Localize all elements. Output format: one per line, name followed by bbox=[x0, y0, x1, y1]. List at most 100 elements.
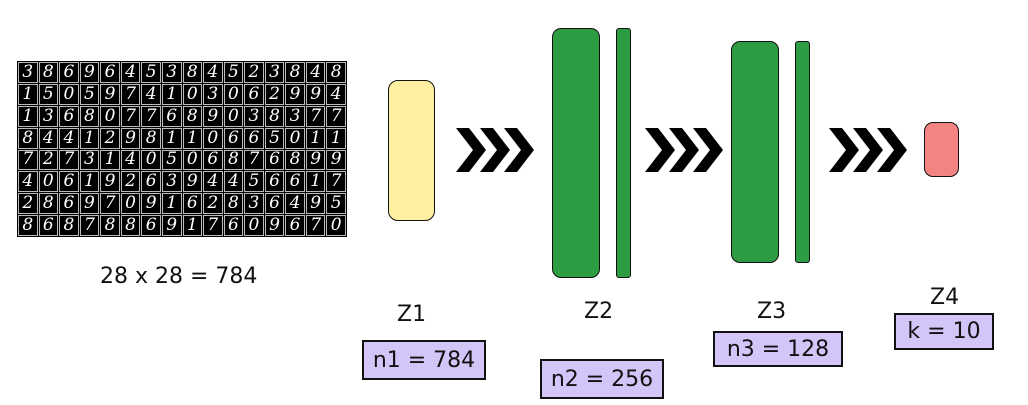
digit-cell: 9 bbox=[100, 171, 120, 193]
digit-cell: 3 bbox=[18, 62, 38, 83]
digit-cell: 2 bbox=[203, 193, 223, 215]
digit-cell: 7 bbox=[120, 105, 141, 127]
digit-cell: 8 bbox=[285, 149, 305, 171]
digit-cell: 7 bbox=[326, 105, 346, 127]
digit-cell: 1 bbox=[100, 149, 120, 171]
digit-cell: 7 bbox=[305, 105, 326, 127]
digit-cell: 5 bbox=[244, 171, 264, 193]
z3-label: Z3 bbox=[757, 299, 787, 324]
digit-cell: 1 bbox=[18, 105, 38, 127]
digit-cell: 9 bbox=[203, 105, 223, 127]
digit-cell: 8 bbox=[223, 149, 244, 171]
digit-cell: 4 bbox=[120, 62, 141, 83]
digit-cell: 1 bbox=[18, 83, 38, 105]
digit-cell: 6 bbox=[244, 127, 264, 149]
digit-cell: 9 bbox=[285, 83, 305, 105]
digit-cell: 5 bbox=[141, 62, 161, 83]
digit-cell: 6 bbox=[223, 215, 244, 236]
digit-cell: 8 bbox=[141, 127, 161, 149]
z1-layer-bar bbox=[388, 80, 435, 221]
digit-cell: 1 bbox=[79, 171, 100, 193]
digit-cell: 5 bbox=[223, 62, 244, 83]
digit-cell: 9 bbox=[120, 127, 141, 149]
digit-cell: 0 bbox=[100, 105, 120, 127]
digit-cell: 2 bbox=[120, 171, 141, 193]
digit-cell: 2 bbox=[100, 127, 120, 149]
digit-cell: 9 bbox=[100, 83, 120, 105]
digit-cell: 9 bbox=[305, 149, 326, 171]
digit-cell: 4 bbox=[203, 62, 223, 83]
digit-cell: 1 bbox=[182, 215, 203, 236]
digit-cell: 8 bbox=[182, 62, 203, 83]
digit-cell: 8 bbox=[38, 193, 59, 215]
digit-cell: 7 bbox=[59, 149, 79, 171]
digit-cell: 4 bbox=[326, 83, 346, 105]
z1-units-box: n1 = 784 bbox=[362, 340, 486, 380]
digit-cell: 0 bbox=[120, 193, 141, 215]
digit-cell: 5 bbox=[264, 127, 285, 149]
digit-cell: 3 bbox=[203, 83, 223, 105]
digit-cell: 8 bbox=[79, 105, 100, 127]
digit-cell: 7 bbox=[203, 215, 223, 236]
digit-cell: 8 bbox=[100, 215, 120, 236]
digit-cell: 7 bbox=[120, 83, 141, 105]
digit-cell: 6 bbox=[59, 62, 79, 83]
digit-cell: 6 bbox=[38, 215, 59, 236]
digit-cell: 1 bbox=[305, 171, 326, 193]
z1-label: Z1 bbox=[397, 302, 427, 327]
digit-cell: 0 bbox=[141, 149, 161, 171]
z3-units-box: n3 = 128 bbox=[713, 331, 843, 367]
digit-cell: 1 bbox=[161, 127, 182, 149]
digit-cell: 6 bbox=[264, 193, 285, 215]
digit-cell: 8 bbox=[182, 105, 203, 127]
digit-cell: 7 bbox=[18, 149, 38, 171]
digit-cell: 9 bbox=[161, 215, 182, 236]
digit-cell: 7 bbox=[305, 215, 326, 236]
z2-layer-bar bbox=[552, 28, 600, 278]
digit-cell: 6 bbox=[100, 62, 120, 83]
digit-cell: 9 bbox=[79, 62, 100, 83]
digit-cell: 5 bbox=[326, 193, 346, 215]
digit-cell: 5 bbox=[79, 83, 100, 105]
digit-cell: 6 bbox=[285, 171, 305, 193]
digit-cell: 0 bbox=[203, 127, 223, 149]
digit-cell: 1 bbox=[326, 127, 346, 149]
digit-cell: 6 bbox=[59, 105, 79, 127]
digit-cell: 4 bbox=[203, 171, 223, 193]
digit-cell: 5 bbox=[161, 149, 182, 171]
digit-cell: 9 bbox=[79, 193, 100, 215]
digit-cell: 0 bbox=[244, 215, 264, 236]
digit-cell: 3 bbox=[79, 149, 100, 171]
digit-cell: 9 bbox=[305, 193, 326, 215]
digit-cell: 9 bbox=[141, 193, 161, 215]
chevron-arrows-icon bbox=[645, 128, 723, 172]
digit-cell: 7 bbox=[326, 171, 346, 193]
digit-cell: 6 bbox=[59, 171, 79, 193]
z2-label: Z2 bbox=[584, 299, 614, 324]
digit-cell: 6 bbox=[264, 171, 285, 193]
digit-cell: 1 bbox=[161, 193, 182, 215]
digit-cell: 7 bbox=[79, 215, 100, 236]
digit-cell: 6 bbox=[59, 193, 79, 215]
chevron-arrows-icon bbox=[829, 128, 907, 172]
digit-cell: 8 bbox=[223, 193, 244, 215]
digit-cell: 0 bbox=[326, 215, 346, 236]
digit-cell: 6 bbox=[285, 215, 305, 236]
z2-units-box: n2 = 256 bbox=[540, 359, 664, 399]
digit-cell: 0 bbox=[38, 171, 59, 193]
digit-cell: 0 bbox=[182, 83, 203, 105]
digit-cell: 6 bbox=[244, 83, 264, 105]
digit-cell: 6 bbox=[203, 149, 223, 171]
chevron-arrows-icon bbox=[456, 128, 534, 172]
digit-cell: 3 bbox=[161, 171, 182, 193]
digit-cell: 9 bbox=[264, 215, 285, 236]
digit-cell: 4 bbox=[141, 83, 161, 105]
z3-layer-bar bbox=[731, 41, 779, 263]
z4-output-bar bbox=[924, 122, 959, 177]
digit-cell: 8 bbox=[38, 62, 59, 83]
digit-cell: 8 bbox=[18, 127, 38, 149]
digit-cell: 3 bbox=[244, 105, 264, 127]
z4-label: Z4 bbox=[930, 285, 960, 310]
digit-cell: 2 bbox=[38, 149, 59, 171]
